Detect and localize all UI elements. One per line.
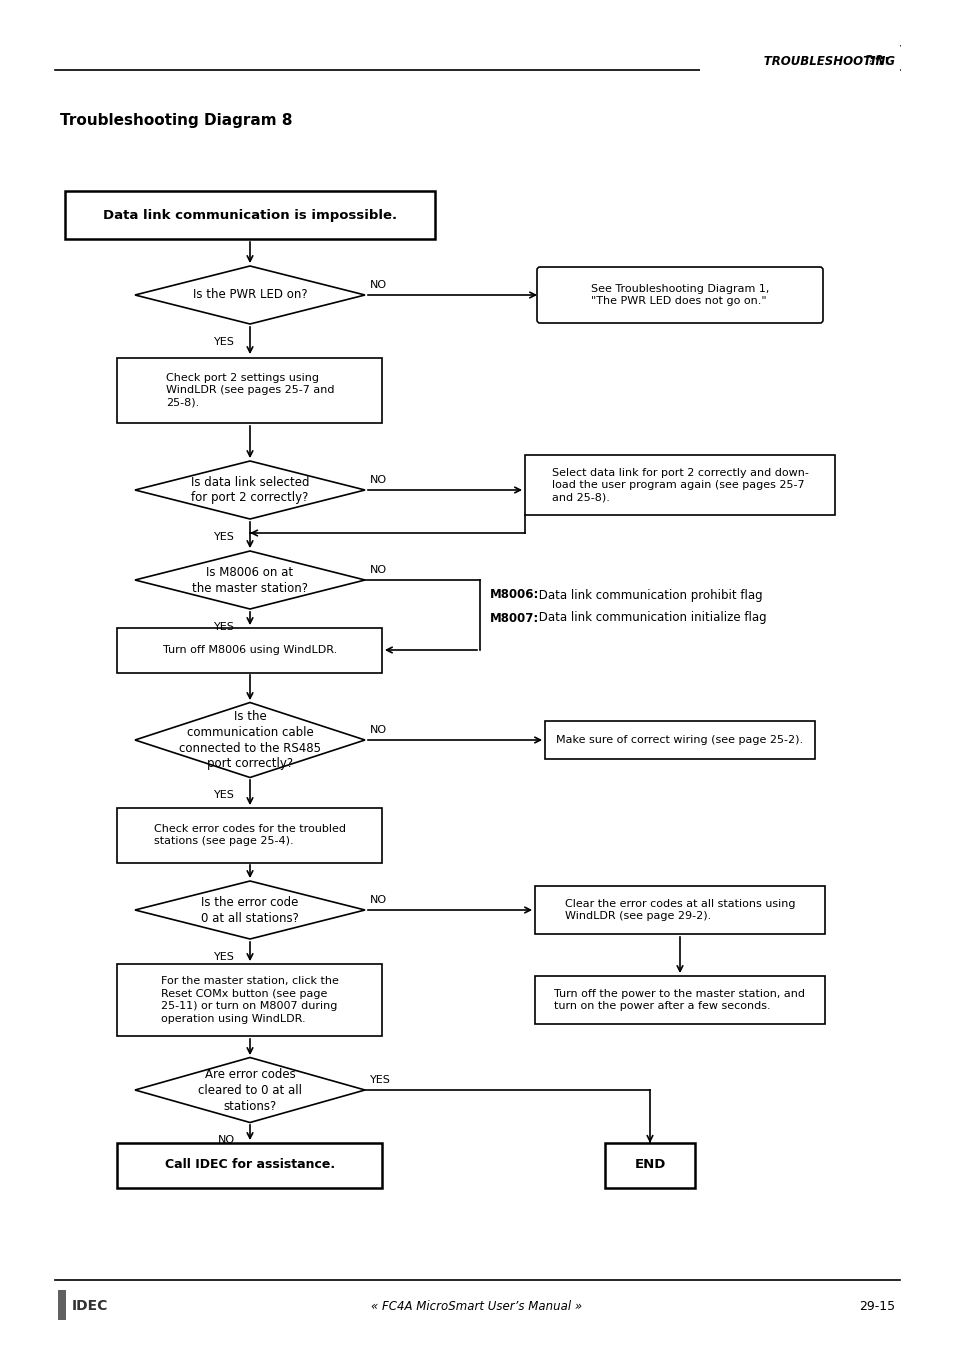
Text: Turn off the power to the master station, and
turn on the power after a few seco: Turn off the power to the master station… — [554, 989, 804, 1011]
Text: YES: YES — [213, 532, 234, 542]
Text: 29:  TROUBLESHOOTING: 29: TROUBLESHOOTING — [714, 47, 894, 59]
Text: NO: NO — [370, 565, 387, 576]
Text: T: T — [870, 45, 899, 58]
Bar — [604, 1143, 695, 1188]
Text: For the master station, click the
Reset COMx button (see page
25-11) or turn on : For the master station, click the Reset … — [161, 977, 338, 1024]
Text: Is the error code
0 at all stations?: Is the error code 0 at all stations? — [201, 896, 298, 924]
Text: YES: YES — [213, 952, 234, 962]
Text: YES: YES — [213, 336, 234, 347]
Bar — [117, 1143, 382, 1188]
Text: 29:: 29: — [869, 45, 899, 58]
Text: Data link communication is impossible.: Data link communication is impossible. — [103, 208, 396, 222]
Bar — [117, 627, 382, 673]
Bar — [524, 455, 834, 515]
Bar — [58, 1290, 66, 1320]
Bar — [117, 358, 382, 423]
Polygon shape — [135, 551, 365, 609]
Text: Data link communication prohibit flag: Data link communication prohibit flag — [535, 589, 761, 601]
Text: Is data link selected
for port 2 correctly?: Is data link selected for port 2 correct… — [191, 476, 309, 504]
Text: Is M8006 on at
the master station?: Is M8006 on at the master station? — [192, 566, 308, 594]
Text: Is the PWR LED on?: Is the PWR LED on? — [193, 289, 307, 301]
Text: NO: NO — [370, 894, 387, 905]
Bar — [65, 190, 435, 239]
Bar — [700, 45, 899, 76]
Text: Turn off M8006 using WindLDR.: Turn off M8006 using WindLDR. — [163, 644, 336, 655]
Text: Troubleshooting Diagram 8: Troubleshooting Diagram 8 — [60, 112, 293, 127]
Text: NO: NO — [370, 725, 387, 735]
Text: Check port 2 settings using
WindLDR (see pages 25-7 and
25-8).: Check port 2 settings using WindLDR (see… — [166, 373, 334, 408]
Text: Are error codes
cleared to 0 at all
stations?: Are error codes cleared to 0 at all stat… — [198, 1067, 302, 1112]
Text: END: END — [634, 1159, 665, 1171]
Text: Check error codes for the troubled
stations (see page 25-4).: Check error codes for the troubled stati… — [153, 824, 346, 846]
Text: YES: YES — [213, 790, 234, 800]
Text: Data link communication initialize flag: Data link communication initialize flag — [535, 612, 766, 624]
Text: Make sure of correct wiring (see page 25-2).: Make sure of correct wiring (see page 25… — [556, 735, 802, 744]
Text: M8006:: M8006: — [490, 589, 538, 601]
Bar — [535, 886, 824, 934]
Text: YES: YES — [370, 1075, 391, 1085]
Text: See Troubleshooting Diagram 1,
"The PWR LED does not go on.": See Troubleshooting Diagram 1, "The PWR … — [590, 284, 768, 307]
Text: NO: NO — [217, 1135, 234, 1146]
Text: Troubleshooting: Troubleshooting — [754, 55, 894, 69]
Bar — [535, 975, 824, 1024]
Text: TROUBLESHOOTING: TROUBLESHOOTING — [739, 55, 894, 68]
Text: M8007:: M8007: — [490, 612, 538, 624]
Text: Call IDEC for assistance.: Call IDEC for assistance. — [165, 1159, 335, 1171]
Text: Clear the error codes at all stations using
WindLDR (see page 29-2).: Clear the error codes at all stations us… — [564, 898, 795, 921]
Text: 29-15: 29-15 — [858, 1300, 894, 1313]
Text: NO: NO — [370, 280, 387, 290]
Text: Select data link for port 2 correctly and down-
load the user program again (see: Select data link for port 2 correctly an… — [551, 467, 807, 503]
Polygon shape — [135, 266, 365, 324]
Bar — [117, 808, 382, 862]
Text: Is the
communication cable
connected to the RS485
port correctly?: Is the communication cable connected to … — [179, 709, 320, 770]
Text: 29:: 29: — [864, 54, 894, 68]
Polygon shape — [135, 881, 365, 939]
Text: NO: NO — [370, 476, 387, 485]
Text: IDEC: IDEC — [71, 1300, 109, 1313]
Text: 29:  Troubleshooting: 29: Troubleshooting — [739, 46, 899, 59]
Polygon shape — [135, 1058, 365, 1123]
Bar — [544, 721, 814, 759]
Bar — [117, 965, 382, 1036]
Text: YES: YES — [213, 621, 234, 632]
Text: ROUBLESHOOTING: ROUBLESHOOTING — [771, 45, 894, 58]
Polygon shape — [135, 703, 365, 777]
FancyBboxPatch shape — [537, 267, 822, 323]
Text: « FC4A MicroSmart User’s Manual »: « FC4A MicroSmart User’s Manual » — [371, 1300, 582, 1313]
Polygon shape — [135, 461, 365, 519]
